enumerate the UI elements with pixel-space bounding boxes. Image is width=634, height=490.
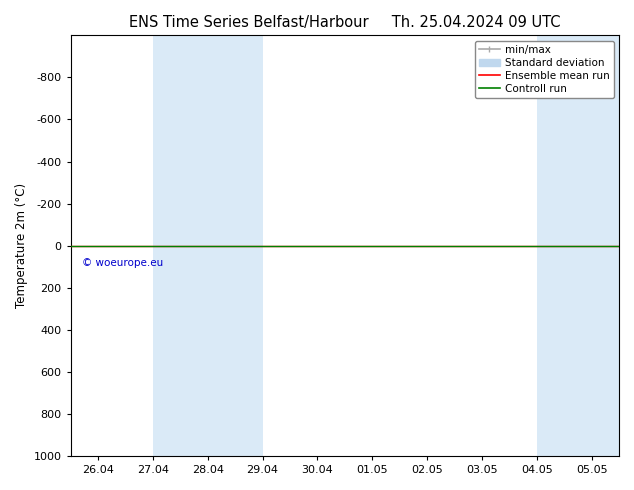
Bar — [153, 35, 262, 456]
Legend: min/max, Standard deviation, Ensemble mean run, Controll run: min/max, Standard deviation, Ensemble me… — [475, 41, 614, 98]
Y-axis label: Temperature 2m (°C): Temperature 2m (°C) — [15, 183, 28, 308]
Text: © woeurope.eu: © woeurope.eu — [82, 258, 163, 268]
Bar — [537, 35, 619, 456]
Title: ENS Time Series Belfast/Harbour     Th. 25.04.2024 09 UTC: ENS Time Series Belfast/Harbour Th. 25.0… — [129, 15, 560, 30]
